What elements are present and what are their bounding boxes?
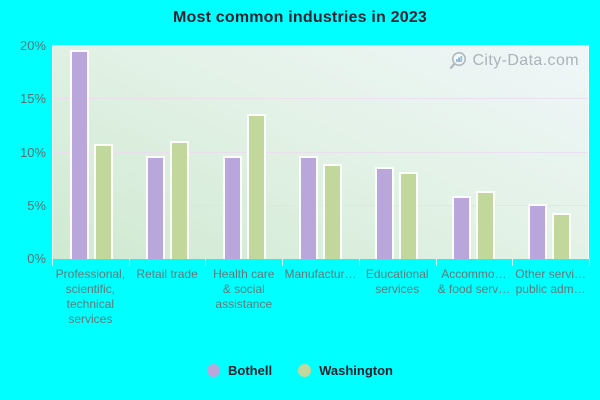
x-category-label-line: Professional,	[55, 267, 126, 281]
bar-washington	[170, 140, 190, 259]
legend-label: Bothell	[228, 363, 273, 378]
legend-marker-bothell	[207, 364, 221, 377]
bar-bothell	[528, 203, 548, 259]
legend: Bothell Washington	[0, 363, 600, 378]
bar-bothell	[451, 196, 471, 259]
legend-marker-washington	[298, 364, 312, 377]
x-category-label-line: services	[375, 282, 420, 296]
bar-washington	[246, 114, 266, 259]
x-category-label: Other servi… public adm…	[506, 267, 596, 297]
x-tick-mark	[205, 259, 207, 266]
x-category-label-line: Retail trade	[136, 267, 198, 281]
x-tick-mark	[512, 259, 514, 266]
x-category-label-line: services	[68, 312, 113, 326]
x-category-label-line: Accommo…	[441, 267, 507, 281]
x-tick-mark	[52, 259, 53, 266]
x-category-label-line: scientific,	[65, 282, 116, 296]
x-category-label: Manufactur…	[276, 267, 366, 282]
bar-washington	[93, 143, 113, 259]
plot-area: City-Data.com	[52, 45, 589, 259]
magnifier-chart-icon	[450, 52, 467, 69]
x-category-label-line: assistance	[215, 297, 273, 311]
x-tick-mark	[358, 259, 360, 266]
gridline-5	[53, 204, 588, 206]
bar-bothell	[146, 155, 166, 259]
x-category-label-line: & social	[222, 282, 265, 296]
x-tick-mark	[435, 259, 437, 266]
x-axis: Professional, scientific, technical service…	[52, 267, 589, 339]
x-category-label: Accommo… & food serv…	[429, 267, 519, 297]
legend-item-washington: Washington	[298, 363, 393, 378]
watermark: City-Data.com	[447, 51, 579, 71]
x-category-label: Health care & social assistance	[199, 267, 289, 312]
bar-bothell	[375, 167, 395, 259]
gridline-15	[53, 98, 588, 100]
bar-bothell	[299, 155, 318, 259]
bar-washington	[399, 171, 419, 259]
y-tick-label: 15%	[19, 91, 46, 107]
bar-washington	[475, 190, 495, 259]
x-tick-mark	[128, 259, 130, 266]
legend-item-bothell: Bothell	[207, 363, 272, 378]
x-category-label-line: public adm…	[515, 282, 586, 296]
x-category-label: Educational services	[352, 267, 442, 297]
x-category-label-line: Other servi…	[515, 267, 586, 281]
legend-label: Washington	[319, 363, 393, 378]
x-tick-mark	[282, 259, 284, 266]
bar-bothell	[222, 155, 242, 259]
x-category-label: Professional, scientific, technical service…	[45, 267, 135, 327]
y-tick-label: 20%	[19, 38, 46, 53]
x-category-label-line: & food serv…	[437, 282, 511, 296]
y-tick-label: 0%	[27, 251, 46, 266]
x-category-label-line: Manufactur…	[284, 267, 357, 281]
x-category-label-line: Educational	[365, 267, 429, 281]
y-tick-label: 10%	[19, 144, 46, 160]
watermark-text: City-Data.com	[472, 52, 579, 69]
bar-washington	[323, 164, 342, 259]
x-category-label-line: Health care	[213, 267, 275, 281]
x-tick-mark	[589, 259, 590, 266]
y-tick-label: 5%	[27, 197, 46, 213]
bar-bothell	[69, 50, 89, 259]
gridline-10	[53, 151, 588, 153]
chart-title: Most common industries in 2023	[172, 9, 428, 26]
x-category-label: Retail trade	[122, 267, 212, 282]
x-category-label-line: technical	[66, 297, 115, 311]
bar-washington	[552, 213, 572, 259]
